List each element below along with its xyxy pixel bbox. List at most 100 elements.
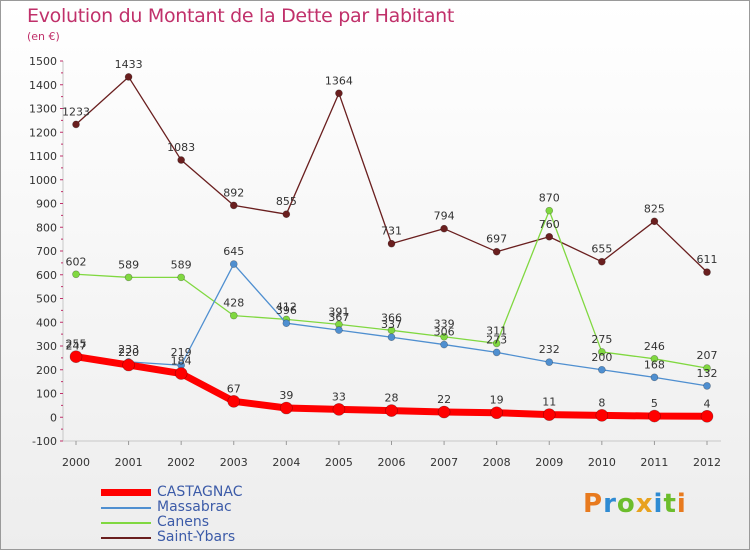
data-point bbox=[440, 332, 448, 341]
data-label: 19 bbox=[490, 394, 504, 407]
data-label: 337 bbox=[381, 318, 402, 331]
data-point bbox=[492, 339, 501, 348]
x-tick-label: 2008 bbox=[483, 456, 511, 469]
data-point bbox=[177, 156, 185, 164]
y-tick-label: 400 bbox=[36, 316, 57, 329]
data-point bbox=[650, 217, 659, 226]
legend-swatch bbox=[101, 522, 151, 524]
y-tick-label: 700 bbox=[36, 245, 57, 258]
data-point bbox=[124, 273, 133, 282]
data-label: 132 bbox=[697, 367, 718, 380]
data-point bbox=[229, 201, 238, 210]
data-label: 645 bbox=[223, 245, 244, 258]
data-label: 220 bbox=[118, 346, 139, 359]
data-point bbox=[703, 268, 711, 276]
data-label: 589 bbox=[118, 258, 139, 271]
chart-title: Evolution du Montant de la Dette par Hab… bbox=[27, 5, 455, 27]
data-label: 428 bbox=[223, 297, 244, 310]
data-point bbox=[124, 73, 133, 81]
x-tick-label: 2009 bbox=[535, 456, 563, 469]
data-point bbox=[72, 270, 80, 279]
data-label: 1083 bbox=[167, 141, 195, 154]
data-label: 273 bbox=[486, 333, 507, 346]
data-point bbox=[545, 232, 554, 241]
legend-label: Canens bbox=[157, 514, 210, 530]
data-point bbox=[440, 224, 448, 233]
data-point bbox=[72, 120, 80, 129]
data-point bbox=[387, 239, 396, 248]
x-tick-label: 2007 bbox=[430, 456, 458, 469]
data-label: 1233 bbox=[62, 105, 90, 118]
data-label: 168 bbox=[644, 358, 665, 371]
data-label: 5 bbox=[651, 397, 658, 410]
data-label: 412 bbox=[276, 300, 297, 313]
data-point bbox=[545, 358, 554, 366]
data-point bbox=[545, 206, 554, 215]
data-label: 366 bbox=[381, 311, 402, 324]
data-point bbox=[122, 358, 135, 372]
data-label: 655 bbox=[591, 243, 612, 256]
data-label: 760 bbox=[539, 218, 560, 231]
legend-label: Saint-Ybars bbox=[157, 529, 236, 545]
data-point bbox=[542, 408, 556, 421]
data-point bbox=[385, 404, 398, 417]
data-label: 311 bbox=[486, 324, 507, 337]
data-point bbox=[280, 401, 293, 415]
data-label: 794 bbox=[434, 210, 455, 223]
legend-label: CASTAGNAC bbox=[157, 484, 243, 500]
x-tick-label: 2011 bbox=[640, 456, 668, 469]
y-tick-label: 1300 bbox=[29, 103, 57, 116]
data-label: 4 bbox=[704, 397, 711, 410]
data-point bbox=[387, 333, 396, 342]
proxiti-logo: Proxiti bbox=[583, 489, 687, 519]
data-point bbox=[174, 367, 188, 380]
data-label: 275 bbox=[591, 333, 612, 346]
data-point bbox=[650, 355, 659, 363]
data-point bbox=[229, 311, 238, 320]
data-label: 184 bbox=[171, 355, 192, 368]
data-label: 602 bbox=[66, 255, 87, 268]
data-label: 233 bbox=[118, 343, 139, 356]
y-tick-label: 900 bbox=[36, 198, 57, 211]
data-point bbox=[700, 409, 714, 423]
data-point bbox=[437, 405, 451, 419]
x-tick-label: 2012 bbox=[693, 456, 721, 469]
data-point bbox=[332, 403, 346, 416]
data-point bbox=[598, 365, 606, 374]
data-point bbox=[227, 395, 241, 408]
data-point bbox=[492, 348, 501, 357]
data-point bbox=[440, 340, 448, 349]
data-label: 255 bbox=[66, 338, 87, 351]
y-tick-label: 1200 bbox=[29, 126, 57, 139]
data-label: 28 bbox=[385, 392, 399, 405]
data-label: 33 bbox=[332, 390, 346, 403]
y-tick-label: 300 bbox=[36, 340, 57, 353]
legend-label: Massabrac bbox=[157, 499, 232, 515]
x-tick-label: 2006 bbox=[378, 456, 406, 469]
data-label: 892 bbox=[223, 186, 244, 199]
data-label: 367 bbox=[328, 311, 349, 324]
x-tick-label: 2001 bbox=[115, 456, 143, 469]
data-point bbox=[648, 409, 661, 423]
data-label: 207 bbox=[697, 349, 718, 362]
y-tick-label: 1100 bbox=[29, 150, 57, 163]
data-point bbox=[492, 247, 501, 256]
y-tick-label: 200 bbox=[36, 364, 57, 377]
data-label: 306 bbox=[434, 326, 455, 339]
x-tick-label: 2010 bbox=[588, 456, 616, 469]
data-label: 339 bbox=[434, 318, 455, 331]
y-tick-label: 1400 bbox=[29, 79, 57, 92]
legend-swatch bbox=[101, 489, 151, 496]
y-tick-label: 800 bbox=[36, 221, 57, 234]
y-tick-label: 100 bbox=[36, 388, 57, 401]
y-tick-label: -100 bbox=[32, 435, 57, 448]
data-label: 246 bbox=[644, 340, 665, 353]
y-tick-label: 1500 bbox=[29, 55, 57, 68]
data-point bbox=[282, 319, 291, 328]
y-tick-label: 1000 bbox=[29, 174, 57, 187]
data-label: 697 bbox=[486, 233, 507, 246]
data-point bbox=[595, 409, 609, 422]
x-tick-label: 2004 bbox=[272, 456, 300, 469]
data-label: 247 bbox=[66, 340, 87, 353]
data-label: 11 bbox=[542, 396, 556, 409]
